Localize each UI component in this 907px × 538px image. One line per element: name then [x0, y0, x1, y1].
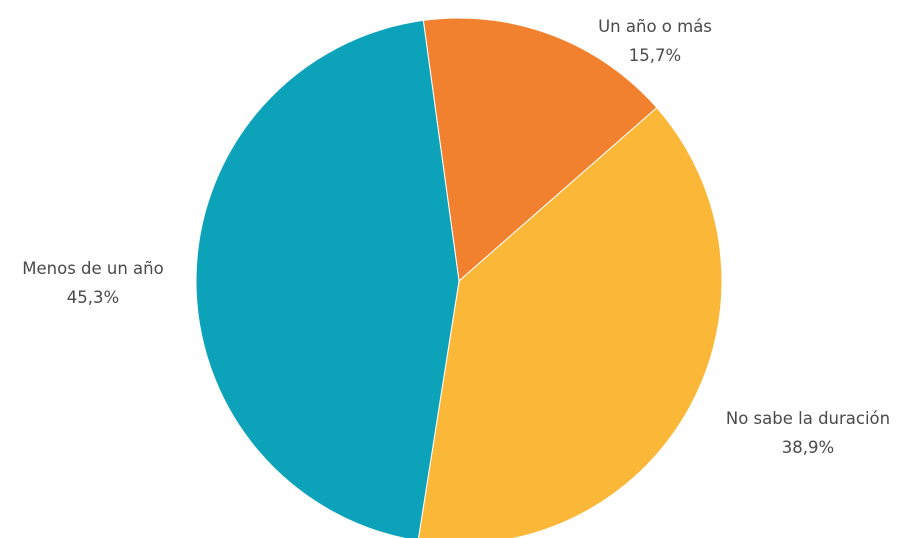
pie-slice-1	[417, 106, 723, 538]
pie-slice-0	[422, 17, 658, 282]
slice-value-no-sabe-la-duracion: 38,9%	[782, 438, 834, 457]
pie-slices	[195, 17, 723, 538]
pie-slice-2	[195, 19, 460, 538]
slice-label-no-sabe-la-duracion: No sabe la duración	[726, 409, 890, 428]
pie-labels: Un año o más 15,7% No sabe la duración 3…	[22, 17, 890, 457]
slice-label-un-ano-o-mas: Un año o más	[598, 17, 712, 36]
slice-value-menos-de-un-ano: 45,3%	[67, 288, 119, 307]
slice-label-menos-de-un-ano: Menos de un año	[22, 259, 163, 278]
slice-value-un-ano-o-mas: 15,7%	[629, 46, 681, 65]
